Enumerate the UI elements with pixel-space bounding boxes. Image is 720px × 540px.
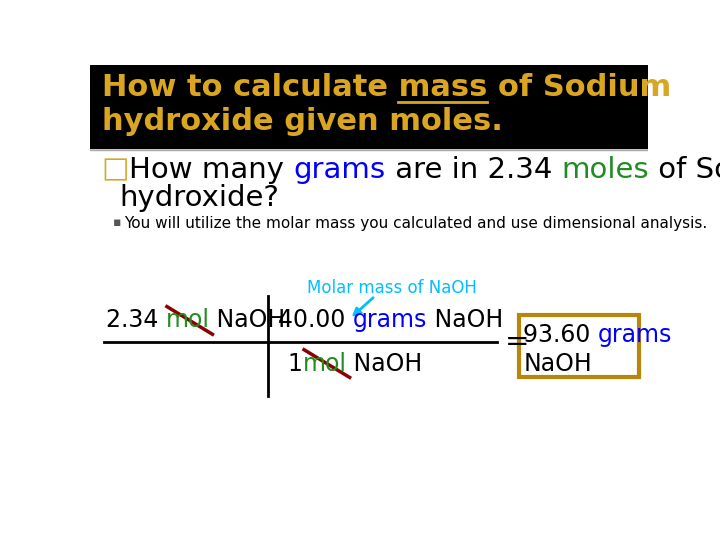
Text: =: = — [505, 328, 529, 356]
Text: of Sodium: of Sodium — [649, 156, 720, 184]
Text: How to calculate: How to calculate — [102, 72, 398, 102]
Text: 40.00: 40.00 — [277, 308, 352, 333]
Text: NaOH: NaOH — [346, 352, 423, 375]
Text: mass: mass — [398, 72, 487, 102]
Text: moles: moles — [561, 156, 649, 184]
Text: hydroxide given moles.: hydroxide given moles. — [102, 107, 503, 136]
Text: □: □ — [102, 156, 129, 184]
Text: How to calculate mass of Sodium: How to calculate mass of Sodium — [102, 72, 671, 102]
Text: are in 2.34: are in 2.34 — [385, 156, 561, 184]
Text: mol: mol — [302, 352, 346, 375]
Bar — [518, 315, 639, 377]
Text: 93.60: 93.60 — [523, 323, 598, 347]
Text: hydroxide?: hydroxide? — [120, 184, 279, 212]
Text: 1: 1 — [287, 352, 302, 375]
Text: grams: grams — [598, 323, 672, 347]
Bar — [90, 65, 648, 148]
Text: NaOH: NaOH — [427, 308, 503, 333]
Text: You will utilize the molar mass you calculated and use dimensional analysis.: You will utilize the molar mass you calc… — [124, 215, 707, 231]
Text: NaOH: NaOH — [210, 308, 286, 333]
Text: grams: grams — [352, 308, 427, 333]
Text: 2.34: 2.34 — [106, 308, 166, 333]
Text: grams: grams — [293, 156, 385, 184]
Text: ▪: ▪ — [113, 215, 122, 229]
Text: NaOH: NaOH — [523, 352, 592, 376]
Text: mol: mol — [166, 308, 210, 333]
Text: Molar mass of NaOH: Molar mass of NaOH — [307, 279, 477, 297]
Text: How many: How many — [129, 156, 293, 184]
